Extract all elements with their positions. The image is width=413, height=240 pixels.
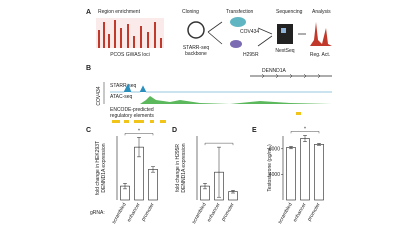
element [296,112,301,115]
bar [314,144,324,201]
error-bar [137,137,141,158]
error-bar [123,183,127,190]
bar [148,169,158,201]
panel-label: A [86,9,91,16]
x-tick-label: promoter [221,202,236,223]
panel-label: E [252,127,257,134]
y-axis-label: fold change in H295R [175,144,181,192]
significance: * [138,128,140,134]
encode-elements [112,112,301,123]
significance-bracket [204,142,234,146]
peak [154,22,156,48]
caption: STARR-seq [183,45,210,51]
sequencer [277,24,293,44]
encode-label: regulatory elements [110,113,154,119]
step-label: Analysis [312,9,331,15]
y-axis-label: DENND1A expression [181,143,187,192]
peak [120,28,122,48]
caption: NextSeq [275,48,294,54]
strand-arrows [261,73,321,79]
peak [133,36,135,48]
peak [140,26,142,48]
step-label: Region enrichment [98,9,141,15]
error-bar [217,146,221,198]
peak [127,24,129,48]
error-bar [231,190,235,194]
element [160,120,166,123]
arrow [257,27,273,47]
element [134,120,144,123]
significance: * [304,126,306,132]
cells [230,17,246,27]
cell-line: H295R [243,52,259,58]
x-axis-label: gRNA: [90,210,105,216]
peak [114,20,116,48]
figure: A Region enrichment Cloning Transfection… [86,9,332,225]
activity-peaks [310,22,332,46]
bar [286,147,296,201]
y-tick-label: 4000 [269,172,280,178]
track-label: STARR-seq [110,83,137,89]
track-label: ATAC-seq [110,94,133,100]
error-bar [289,145,293,150]
caption: Reg. Act. [310,52,330,58]
significance-bracket [124,133,154,136]
y-axis-label: DENND1A expression [101,143,107,192]
y-tick-label: 8000 [269,146,280,152]
cells [230,40,242,48]
element [124,120,129,123]
error-bar [317,143,321,146]
peak [160,38,162,48]
peak [103,22,105,48]
element [112,120,120,123]
panel-label: B [86,65,91,72]
cell-line: COV434 [240,29,259,35]
x-tick-label: promoter [141,202,156,223]
x-tick-label: promoter [307,202,322,223]
manhattan-plot [96,18,164,48]
gene-label: DENND1A [262,68,287,74]
step-label: Cloning [182,9,199,15]
peak [98,30,100,48]
encode-label: ENCODE-predicted [110,107,154,113]
panel-label: C [86,127,91,134]
element [150,120,154,123]
starr-track [110,83,332,93]
arrow [207,21,223,45]
caption: PCOS GWAS loci [110,52,150,58]
plasmid [187,21,205,39]
step-label: Sequencing [276,9,303,15]
y-axis-label: Testosterone (pg/mL) [267,144,273,192]
x-tick-label: scrambled [277,202,294,225]
x-tick-label: scrambled [191,202,208,225]
bar [300,138,310,201]
step-label: Transfection [226,9,254,15]
peak [108,34,110,48]
significance-bracket [290,131,320,134]
error-bar [203,183,207,190]
x-tick-label: scrambled [111,202,128,225]
caption: backbone [185,51,207,57]
atac-track [110,96,332,104]
peak [147,32,149,48]
plot-bg [96,18,164,48]
page: A Region enrichment Cloning Transfection… [86,9,332,225]
cell-line: COV434 [96,86,102,105]
screen [281,28,286,33]
y-axis-label: fold change in HEK293T [95,141,101,195]
error-bar [303,135,307,143]
panel-label: D [172,127,177,134]
error-bar [151,166,155,173]
